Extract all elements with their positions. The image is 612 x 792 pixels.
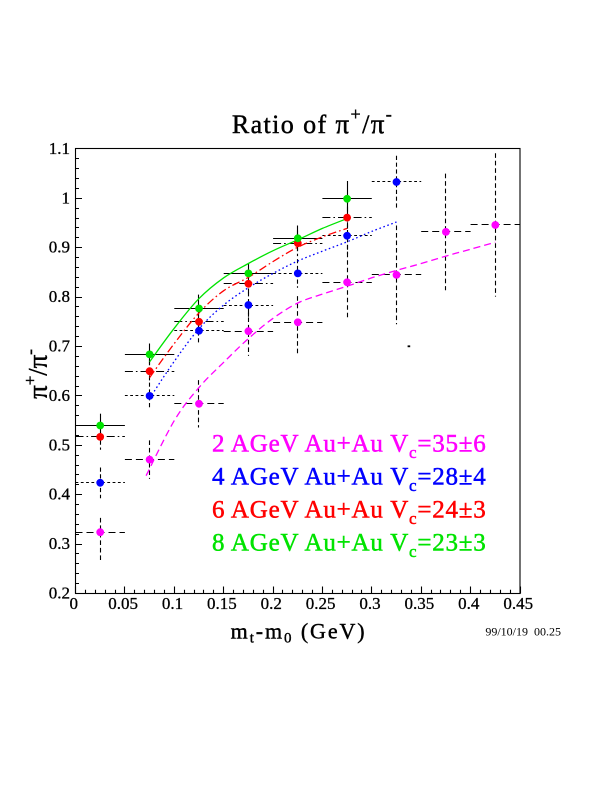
svg-text:1: 1 [62, 188, 71, 207]
svg-text:0.35: 0.35 [405, 594, 435, 613]
svg-text:0.3: 0.3 [49, 534, 70, 553]
svg-text:Ratio of π+/π-: Ratio of π+/π- [232, 104, 393, 139]
svg-text:2 AGeV Au+Au Vc=35±6: 2 AGeV Au+Au Vc=35±6 [212, 431, 487, 463]
svg-text:0.8: 0.8 [49, 287, 70, 306]
svg-text:0.45: 0.45 [503, 594, 533, 613]
svg-text:0.4: 0.4 [458, 594, 480, 613]
svg-text:6 AGeV Au+Au Vc=24±3: 6 AGeV Au+Au Vc=24±3 [212, 497, 487, 529]
svg-text:4 AGeV Au+Au Vc=28±4: 4 AGeV Au+Au Vc=28±4 [212, 464, 487, 496]
svg-text:8 AGeV Au+Au Vc=23±3: 8 AGeV Au+Au Vc=23±3 [212, 530, 487, 562]
svg-text:0.15: 0.15 [207, 594, 237, 613]
svg-text:0.05: 0.05 [108, 594, 138, 613]
svg-text:π+/π-: π+/π- [21, 349, 53, 399]
svg-text:1.1: 1.1 [49, 139, 70, 158]
svg-text:0.3: 0.3 [359, 594, 380, 613]
svg-text:0.1: 0.1 [162, 594, 183, 613]
svg-text:0.6: 0.6 [49, 386, 70, 405]
svg-text:0.7: 0.7 [49, 337, 71, 356]
svg-text:0.9: 0.9 [49, 238, 70, 257]
svg-text:0.2: 0.2 [261, 594, 282, 613]
svg-text:0.5: 0.5 [49, 435, 70, 454]
svg-text:0.2: 0.2 [49, 584, 70, 603]
svg-text:0: 0 [69, 594, 78, 613]
svg-text:99/10/19 00.25: 99/10/19 00.25 [485, 625, 561, 639]
svg-text:0.4: 0.4 [49, 485, 71, 504]
svg-text:0.25: 0.25 [306, 594, 336, 613]
